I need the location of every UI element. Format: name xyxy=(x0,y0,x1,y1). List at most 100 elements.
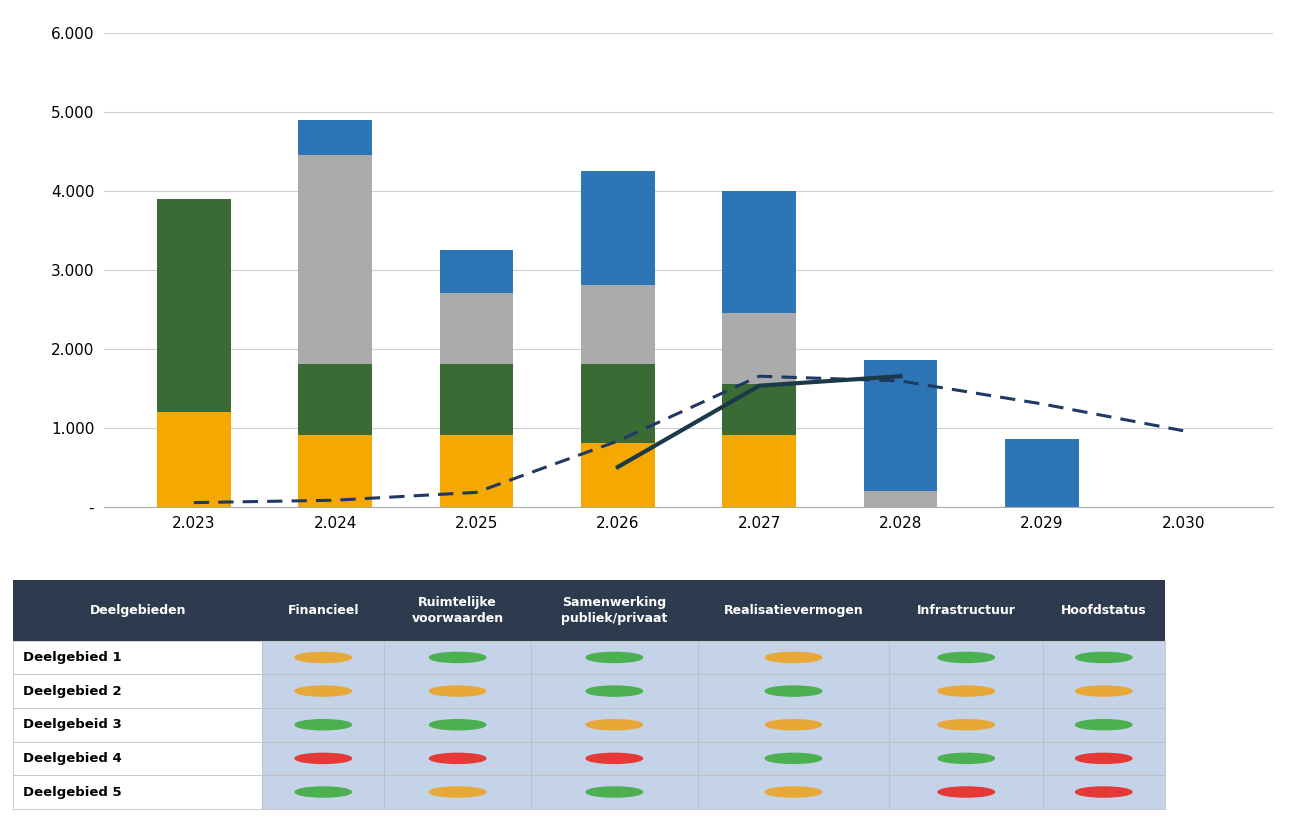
Circle shape xyxy=(765,720,822,730)
FancyBboxPatch shape xyxy=(1043,708,1164,742)
FancyBboxPatch shape xyxy=(13,641,262,674)
Bar xyxy=(299,435,372,507)
FancyBboxPatch shape xyxy=(890,742,1043,775)
FancyBboxPatch shape xyxy=(531,742,698,775)
Circle shape xyxy=(938,686,994,696)
Circle shape xyxy=(586,753,643,763)
Circle shape xyxy=(586,653,643,663)
Circle shape xyxy=(295,720,352,730)
Circle shape xyxy=(430,787,486,797)
Bar xyxy=(157,199,230,412)
Text: Deelgebied 1: Deelgebied 1 xyxy=(23,651,122,664)
FancyBboxPatch shape xyxy=(262,580,385,641)
Bar xyxy=(864,360,937,491)
Bar xyxy=(157,412,230,507)
FancyBboxPatch shape xyxy=(13,674,262,708)
Bar xyxy=(722,190,796,313)
Bar xyxy=(722,435,796,507)
FancyBboxPatch shape xyxy=(531,674,698,708)
Circle shape xyxy=(586,787,643,797)
Circle shape xyxy=(586,720,643,730)
FancyBboxPatch shape xyxy=(385,708,531,742)
Text: Deelgebied 2: Deelgebied 2 xyxy=(23,685,122,698)
FancyBboxPatch shape xyxy=(262,775,385,809)
Text: Deelgebied 5: Deelgebied 5 xyxy=(23,785,122,798)
Circle shape xyxy=(586,686,643,696)
FancyBboxPatch shape xyxy=(1043,674,1164,708)
FancyBboxPatch shape xyxy=(262,641,385,674)
Bar xyxy=(581,171,655,285)
Circle shape xyxy=(938,753,994,763)
Circle shape xyxy=(295,787,352,797)
Legend: Overeenkomst (SOK of AOK), Vastgesteld bestemmingsplan, Vastgestelde omgevingsve: Overeenkomst (SOK of AOK), Vastgesteld b… xyxy=(421,575,956,642)
FancyBboxPatch shape xyxy=(13,708,262,742)
FancyBboxPatch shape xyxy=(890,641,1043,674)
Circle shape xyxy=(430,720,486,730)
FancyBboxPatch shape xyxy=(262,708,385,742)
FancyBboxPatch shape xyxy=(1043,641,1164,674)
Circle shape xyxy=(1076,720,1131,730)
Circle shape xyxy=(1076,653,1131,663)
FancyBboxPatch shape xyxy=(1043,742,1164,775)
FancyBboxPatch shape xyxy=(890,580,1043,641)
FancyBboxPatch shape xyxy=(385,641,531,674)
Text: Ruimtelijke
voorwaarden: Ruimtelijke voorwaarden xyxy=(412,596,504,625)
FancyBboxPatch shape xyxy=(531,708,698,742)
Bar xyxy=(440,293,513,364)
FancyBboxPatch shape xyxy=(13,775,262,809)
Bar xyxy=(581,285,655,364)
FancyBboxPatch shape xyxy=(531,641,698,674)
Text: Deelgebieden: Deelgebieden xyxy=(90,604,186,617)
FancyBboxPatch shape xyxy=(385,580,531,641)
FancyBboxPatch shape xyxy=(385,742,531,775)
Bar xyxy=(440,364,513,435)
Circle shape xyxy=(295,753,352,763)
Circle shape xyxy=(765,686,822,696)
FancyBboxPatch shape xyxy=(698,742,890,775)
FancyBboxPatch shape xyxy=(890,674,1043,708)
FancyBboxPatch shape xyxy=(890,775,1043,809)
Text: Hoofdstatus: Hoofdstatus xyxy=(1061,604,1147,617)
Bar xyxy=(581,364,655,444)
Text: Realisatievermogen: Realisatievermogen xyxy=(724,604,864,617)
Bar xyxy=(299,119,372,155)
Text: Infrastructuur: Infrastructuur xyxy=(917,604,1016,617)
Circle shape xyxy=(765,753,822,763)
Circle shape xyxy=(938,787,994,797)
FancyBboxPatch shape xyxy=(890,708,1043,742)
Text: Deelgebied 4: Deelgebied 4 xyxy=(23,752,122,765)
Circle shape xyxy=(1076,686,1131,696)
Circle shape xyxy=(1076,787,1131,797)
FancyBboxPatch shape xyxy=(262,674,385,708)
FancyBboxPatch shape xyxy=(13,580,262,641)
Circle shape xyxy=(430,753,486,763)
FancyBboxPatch shape xyxy=(531,775,698,809)
Circle shape xyxy=(295,653,352,663)
Circle shape xyxy=(1076,753,1131,763)
FancyBboxPatch shape xyxy=(1043,775,1164,809)
FancyBboxPatch shape xyxy=(385,674,531,708)
FancyBboxPatch shape xyxy=(13,742,262,775)
Circle shape xyxy=(938,720,994,730)
Circle shape xyxy=(295,686,352,696)
FancyBboxPatch shape xyxy=(262,742,385,775)
FancyBboxPatch shape xyxy=(531,580,698,641)
Bar xyxy=(722,384,796,435)
Text: Deelgebeid 3: Deelgebeid 3 xyxy=(23,718,122,731)
Circle shape xyxy=(430,653,486,663)
Bar xyxy=(299,364,372,435)
Bar xyxy=(440,435,513,507)
FancyBboxPatch shape xyxy=(698,580,890,641)
FancyBboxPatch shape xyxy=(385,775,531,809)
Bar xyxy=(299,155,372,364)
Text: Financieel: Financieel xyxy=(287,604,359,617)
Circle shape xyxy=(430,686,486,696)
FancyBboxPatch shape xyxy=(698,641,890,674)
Bar xyxy=(722,313,796,384)
Circle shape xyxy=(938,653,994,663)
Circle shape xyxy=(765,787,822,797)
FancyBboxPatch shape xyxy=(698,708,890,742)
Text: Samenwerking
publiek/privaat: Samenwerking publiek/privaat xyxy=(561,596,668,625)
Bar xyxy=(864,491,937,507)
Bar xyxy=(440,250,513,293)
